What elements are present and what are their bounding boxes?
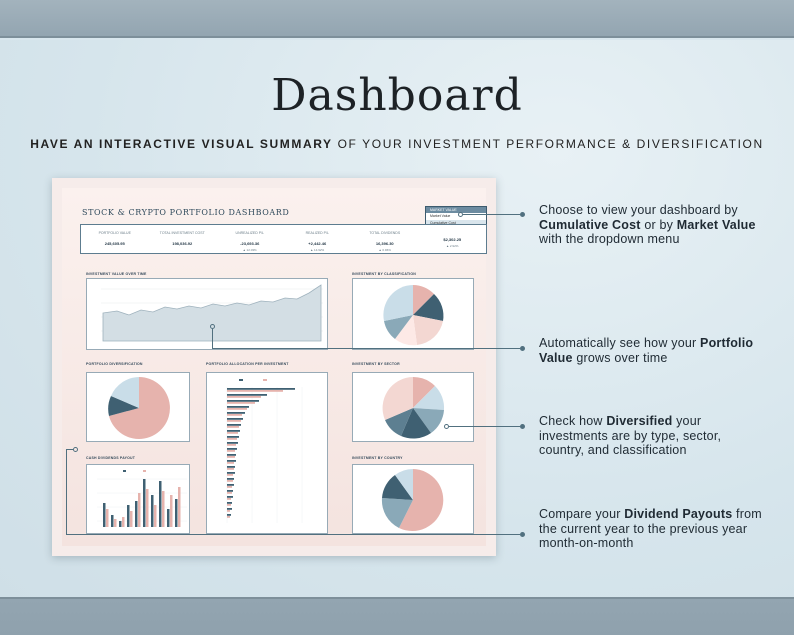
connector-dot-note-1 <box>520 212 525 217</box>
dropdown-option-market-value[interactable]: Market Value <box>430 214 451 218</box>
top-band <box>0 0 794 38</box>
connector-line-sector <box>449 426 520 427</box>
panel-by-country <box>352 464 474 534</box>
connector-line-dividends-v <box>66 449 67 534</box>
panel-by-sector <box>352 372 474 442</box>
dashboard-title: STOCK & CRYPTO PORTFOLIO DASHBOARD <box>82 208 290 217</box>
connector-dot-note-4 <box>520 532 525 537</box>
label-allocation: PORTFOLIO ALLOCATION PER INVESTMENT <box>206 362 289 366</box>
connector-line-value-v <box>212 329 213 348</box>
kpi-total-investment-cost: TOTAL INVESTMENT COST 198,036.92 <box>159 231 205 246</box>
label-by-classification: INVESTMENT BY CLASSIFICATION <box>352 272 417 276</box>
label-by-country: INVESTMENT BY COUNTRY <box>352 456 403 460</box>
area-chart-value <box>101 284 323 342</box>
connector-dot-dropdown <box>458 212 463 217</box>
panel-allocation <box>206 372 328 534</box>
pie-country <box>381 469 444 531</box>
pie-sector <box>382 376 445 439</box>
label-dividends: CASH DIVIDENDS PAYOUT <box>86 456 136 460</box>
pie-classification <box>383 285 444 346</box>
connector-dot-value <box>210 324 215 329</box>
note-portfolio-value: Automatically see how your Portfolio Val… <box>539 336 754 365</box>
bar-chart-dividends <box>97 470 187 527</box>
pie-diversification <box>108 377 170 439</box>
connector-dot-note-3 <box>520 424 525 429</box>
label-by-sector: INVESTMENT BY SECTOR <box>352 362 400 366</box>
kpi-bar: PORTFOLIO VALUE 245,605.95 TOTAL INVESTME… <box>80 224 487 254</box>
connector-dot-dividends <box>73 447 78 452</box>
kpi-portfolio-value: PORTFOLIO VALUE 245,605.95 <box>98 231 131 246</box>
bar-chart-allocation <box>226 379 303 523</box>
page-title: Dashboard <box>271 70 523 121</box>
note-dropdown: Choose to view your dashboard by Cumulat… <box>539 203 756 246</box>
bottom-band <box>0 597 794 635</box>
panel-diversification <box>86 372 190 442</box>
dashboard-preview: STOCK & CRYPTO PORTFOLIO DASHBOARD MARKE… <box>52 178 496 556</box>
connector-dot-sector <box>444 424 449 429</box>
kpi-realized-pl: REALIZED P/L +2,442.46 ▲ 14.92% <box>305 231 329 252</box>
connector-dot-note-2 <box>520 346 525 351</box>
connector-line-dividends-h <box>66 534 520 535</box>
label-value-over-time: INVESTMENT VALUE OVER TIME <box>86 272 147 276</box>
panel-dividends <box>86 464 190 534</box>
dropdown-selected[interactable]: MARKET VALUE <box>426 207 486 213</box>
page-subtitle: HAVE AN INTERACTIVE VISUAL SUMMARY OF YO… <box>30 137 764 151</box>
dropdown-option-cumulative-cost[interactable]: Cumulative Cost <box>426 220 486 227</box>
kpi-total-dividends: TOTAL DIVIDENDS 16,396.30 ▲ 0.96% <box>369 231 401 252</box>
kpi-extra: $2,302.25 ▲ 2.92% <box>443 237 462 248</box>
note-dividends: Compare your Dividend Payouts from the c… <box>539 507 762 550</box>
kpi-unrealized-pl: UNREALIZED P/L -23,693.36 ▲ 12.03% <box>235 231 264 252</box>
dashboard-sheet: STOCK & CRYPTO PORTFOLIO DASHBOARD MARKE… <box>62 188 487 546</box>
connector-line-dividends-top <box>66 449 73 450</box>
connector-line-value-h <box>212 348 520 349</box>
note-diversification: Check how Diversified your investments a… <box>539 414 722 457</box>
label-diversification: PORTFOLIO DIVERSIFICATION <box>86 362 143 366</box>
panel-by-classification <box>352 278 474 350</box>
connector-line-dropdown <box>463 214 520 215</box>
panel-value-over-time <box>86 278 328 350</box>
